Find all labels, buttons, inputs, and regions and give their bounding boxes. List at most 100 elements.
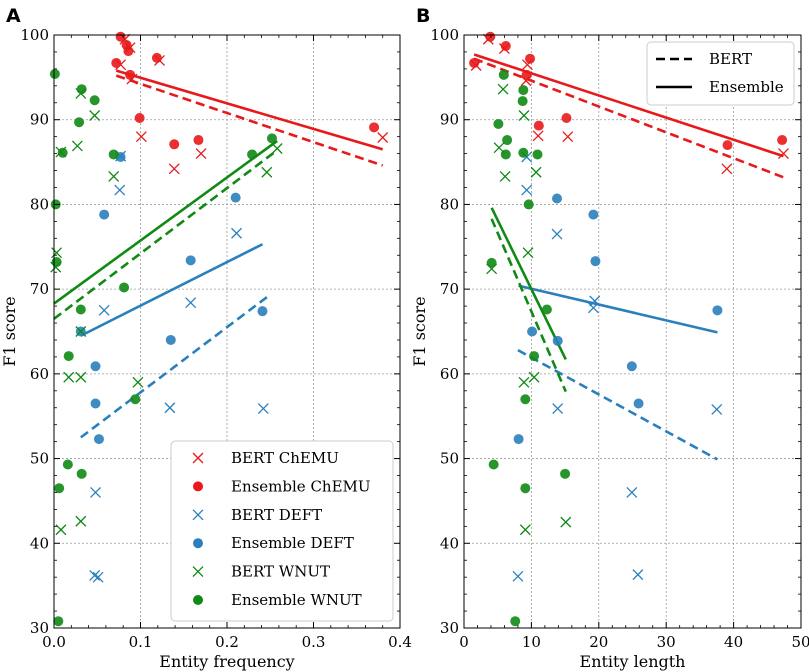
ensemble-wnut-point [518,147,529,158]
ensemble-deft-point [230,192,241,203]
ensemble-wnut-point [488,459,499,470]
legend: BERT ChEMU Ensemble ChEMU BERT DEFT Ensembl… [170,440,394,622]
bert-deft-point [552,403,564,415]
y-tick-label: 80 [30,195,49,213]
bert-wnut-point [271,143,283,154]
bert-chemu-point [168,163,180,175]
ensemble-deft-series [513,193,723,445]
y-tick-label: 90 [440,111,459,129]
ensemble-wnut-point [266,133,277,144]
fit-lines [53,69,384,439]
ensemble-wnut-point [89,95,100,106]
x-tick-label: 40 [724,633,743,651]
panel-label-a: A [6,5,21,27]
bert-deft-fit-line [517,348,719,461]
bert-wnut-point [71,140,83,152]
x-tick-label: 0.2 [215,633,239,651]
ensemble-deft-point [552,335,563,346]
legend-marker-ensemble-chemu [193,481,203,492]
legend-label-ensemble: Ensemble [709,78,784,96]
ensemble-chemu-point [169,139,180,150]
ensemble-wnut-series [486,69,571,627]
bert-wnut-point [528,371,540,383]
bert-deft-point [589,295,601,307]
ensemble-deft-point [626,361,637,372]
ensemble-wnut-point [498,69,509,80]
bert-wnut-point [132,376,144,388]
y-tick-label: 100 [430,26,459,44]
ensemble-deft-point [99,209,110,220]
ensemble-wnut-point [51,257,62,268]
ensemble-chemu-point [193,135,204,146]
ensemble-wnut-point [517,96,528,107]
ensemble-chemu-point [561,113,572,124]
x-tick-label: 0.1 [129,633,153,651]
bert-wnut-point [63,371,75,383]
ensemble-chemu-point [123,46,134,57]
y-tick-label: 60 [30,365,49,383]
ensemble-wnut-point [54,483,65,494]
legend-marker-ensemble-deft [193,538,203,549]
x-tick-label: 0.4 [388,633,412,651]
bert-deft-point [92,571,104,583]
x-tick-label: 30 [657,633,676,651]
bert-deft-point [98,304,110,316]
y-tick-label: 70 [30,280,49,298]
legend-marker-bert-chemu [192,452,204,464]
x-tick-label: 50 [791,633,809,651]
x-tick-label: 0 [459,633,469,651]
bert-deft-fit-line [80,294,270,439]
ensemble-chemu-point [533,120,544,131]
bert-chemu-point [377,132,389,143]
legend-label-bert-chemu: BERT ChEMU [231,449,339,467]
ensemble-wnut-point [247,149,258,160]
bert-wnut-point [75,371,87,383]
ensemble-chemu-point [111,57,122,68]
ensemble-chemu-fit-line [115,69,384,151]
ensemble-wnut-point [63,351,74,362]
ensemble-deft-point [185,255,196,266]
ensemble-wnut-point [76,84,87,95]
bert-wnut-point [518,376,530,388]
legend-box [646,41,795,106]
ensemble-deft-fit-line [518,284,718,334]
ensemble-wnut-fit-line [490,207,567,361]
bert-wnut-point [560,516,572,528]
ensemble-chemu-point [134,113,145,124]
bert-wnut-point [89,110,101,121]
ensemble-chemu-series [469,31,788,151]
bert-deft-point [551,228,563,240]
bert-wnut-point [518,110,530,121]
legend-marker-bert-wnut [192,566,204,578]
ensemble-deft-point [590,256,601,267]
legend-marker-ensemble-wnut [193,595,203,605]
bert-deft-point [231,227,242,239]
bert-deft-point [164,402,176,414]
ensemble-chemu-point [115,31,126,42]
legend-label-ensemble-deft: Ensemble DEFT [231,534,354,552]
ensemble-wnut-point [523,199,534,210]
bert-deft-point [632,569,644,581]
ensemble-wnut-point [541,304,552,315]
ensemble-chemu-point [521,69,532,80]
data-points [469,31,789,627]
bert-wnut-series [486,83,572,536]
y-tick-label: 70 [440,280,459,298]
bert-wnut-point [108,171,120,182]
x-tick-label: 0.0 [42,633,66,651]
bert-deft-point [626,486,638,498]
bert-deft-point [90,486,101,498]
ensemble-chemu-point [125,69,136,80]
ensemble-deft-point [513,434,524,445]
plot-frame [463,34,802,629]
ensemble-wnut-point [130,394,141,405]
ensemble-wnut-point [53,616,64,627]
ensemble-deft-point [712,305,723,316]
bert-wnut-point [75,515,87,527]
x-tick-label: 10 [522,633,541,651]
x-tick-label: 0.3 [302,633,326,651]
ensemble-chemu-point [525,53,536,64]
ensemble-wnut-point [74,117,85,128]
bert-wnut-point [75,326,87,337]
x-tick-label: 20 [589,633,608,651]
